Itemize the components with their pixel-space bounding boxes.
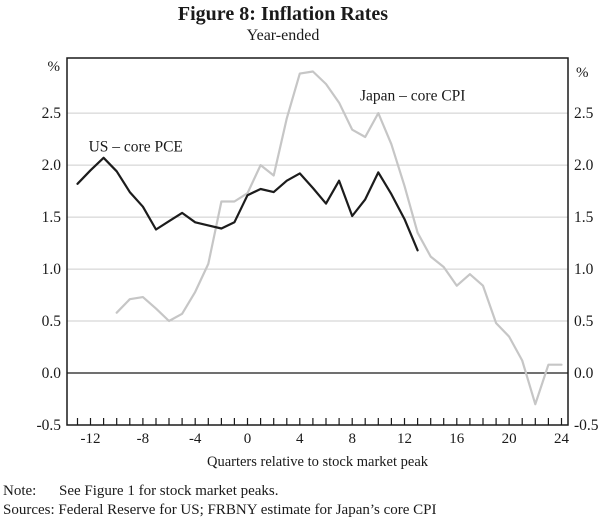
svg-text:0.5: 0.5 xyxy=(42,313,62,330)
y-axis-labels-right: -0.5 0.0 0.5 1.0 1.5 2.0 2.5 xyxy=(574,105,599,434)
note-label: Note: xyxy=(3,483,37,499)
svg-text:2.0: 2.0 xyxy=(42,157,62,174)
series-label-us-core-pce: US – core PCE xyxy=(89,139,183,156)
figure-subtitle: Year-ended xyxy=(246,27,320,44)
inflation-rates-chart: Japan – core CPI US – core PCE -0.5 0.0 0.5 1… xyxy=(36,57,599,470)
svg-text:0.0: 0.0 xyxy=(574,365,594,382)
svg-text:2.5: 2.5 xyxy=(574,105,594,122)
svg-text:4: 4 xyxy=(296,431,304,447)
y-unit-label-right: % xyxy=(576,65,589,81)
y-gridlines xyxy=(67,112,568,322)
svg-text:-8: -8 xyxy=(137,431,150,447)
svg-text:-12: -12 xyxy=(81,431,101,447)
x-axis-title: Quarters relative to stock market peak xyxy=(207,454,429,470)
svg-text:0.5: 0.5 xyxy=(574,313,594,330)
svg-text:1.0: 1.0 xyxy=(42,261,62,278)
figure-title: Figure 8: Inflation Rates xyxy=(177,3,389,25)
svg-text:24: 24 xyxy=(554,431,570,447)
note-row: Note: See Figure 1 for stock market peak… xyxy=(3,482,597,501)
svg-text:1.0: 1.0 xyxy=(574,261,594,278)
svg-text:-0.5: -0.5 xyxy=(36,417,61,434)
y-unit-label-left: % xyxy=(48,59,61,75)
svg-text:-0.5: -0.5 xyxy=(574,417,599,434)
note-text: See Figure 1 for stock market peaks. xyxy=(59,483,279,499)
y-axis-labels-left: -0.5 0.0 0.5 1.0 1.5 2.0 2.5 xyxy=(36,105,61,434)
svg-text:2.5: 2.5 xyxy=(42,105,62,122)
x-axis-labels: -12 -8 -4 0 4 8 12 16 20 24 xyxy=(81,431,570,447)
svg-text:2.0: 2.0 xyxy=(574,157,594,174)
x-axis-ticks xyxy=(76,418,563,425)
series-label-japan-core-cpi: Japan – core CPI xyxy=(360,88,465,105)
svg-text:8: 8 xyxy=(348,431,356,447)
svg-text:0: 0 xyxy=(244,431,252,447)
footnotes: Note: See Figure 1 for stock market peak… xyxy=(3,482,597,520)
plot-frame xyxy=(66,57,569,426)
svg-text:20: 20 xyxy=(502,431,517,447)
svg-text:0.0: 0.0 xyxy=(42,365,62,382)
svg-text:12: 12 xyxy=(397,431,412,447)
svg-text:1.5: 1.5 xyxy=(574,209,594,226)
series-line-japan-core-cpi xyxy=(115,70,563,406)
svg-text:1.5: 1.5 xyxy=(42,209,62,226)
series-line-us-core-pce xyxy=(76,156,419,252)
svg-text:-4: -4 xyxy=(189,431,202,447)
svg-text:16: 16 xyxy=(449,431,465,447)
sources-line: Sources: Federal Reserve for US; FRBNY e… xyxy=(3,502,437,518)
figure-header: Figure 8: Inflation Rates Year-ended xyxy=(0,2,566,46)
